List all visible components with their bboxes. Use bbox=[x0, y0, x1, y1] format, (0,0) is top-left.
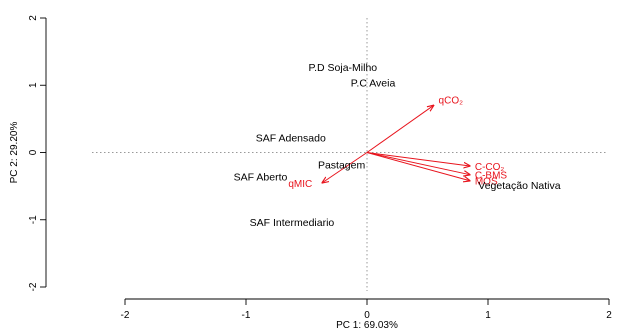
x-tick-label: -2 bbox=[121, 310, 130, 321]
loading-arrow-c-bms bbox=[366, 152, 470, 175]
y-tick-label: 1 bbox=[28, 82, 39, 88]
reference-lines bbox=[92, 18, 606, 291]
observation-label-p-c-aveia: P.C Aveia bbox=[351, 78, 396, 90]
loading-label-mos: MOS bbox=[475, 177, 498, 188]
loading-arrow-qmic bbox=[322, 152, 368, 183]
loading-label-c-bms: C-BMS bbox=[475, 171, 508, 182]
loading-arrow-qco bbox=[366, 105, 434, 153]
observation-label-saf-intermediario: SAF Intermediario bbox=[250, 217, 335, 229]
observation-label-p-d-soja-milho: P.D Soja-Milho bbox=[308, 62, 377, 74]
x-axis: -2 -1 0 1 2 bbox=[121, 298, 612, 321]
loading-arrow-c-co bbox=[366, 152, 470, 166]
x-tick-label: -1 bbox=[242, 310, 251, 321]
loading-label-c-co: C-CO₂ bbox=[475, 162, 505, 173]
observation-labels: P.D Soja-Milho P.C Aveia SAF Adensado Pasta… bbox=[234, 62, 561, 229]
x-tick-label: 0 bbox=[364, 310, 370, 321]
y-axis: -2 -1 0 1 2 bbox=[28, 15, 47, 291]
x-tick-label: 1 bbox=[485, 310, 491, 321]
y-tick-label: 2 bbox=[28, 15, 39, 21]
observation-label-saf-adensado: SAF Adensado bbox=[256, 133, 326, 145]
loading-arrow-mos bbox=[366, 152, 470, 181]
y-axis-title: PC 2: 29.20% bbox=[9, 122, 20, 184]
loading-label-qmic: qMIC bbox=[288, 179, 312, 190]
observation-label-vegetacao-nativa: Vegetação Nativa bbox=[478, 180, 560, 192]
y-tick-label: 0 bbox=[28, 149, 39, 155]
x-axis-title: PC 1: 69.03% bbox=[336, 320, 398, 331]
y-tick-label: -2 bbox=[28, 282, 39, 291]
observation-label-pastagem: Pastagem bbox=[318, 160, 366, 172]
x-tick-label: 2 bbox=[606, 310, 612, 321]
y-tick-label: -1 bbox=[28, 215, 39, 224]
loading-label-qco: qCO₂ bbox=[439, 95, 464, 106]
observation-label-saf-aberto: SAF Aberto bbox=[234, 172, 288, 184]
